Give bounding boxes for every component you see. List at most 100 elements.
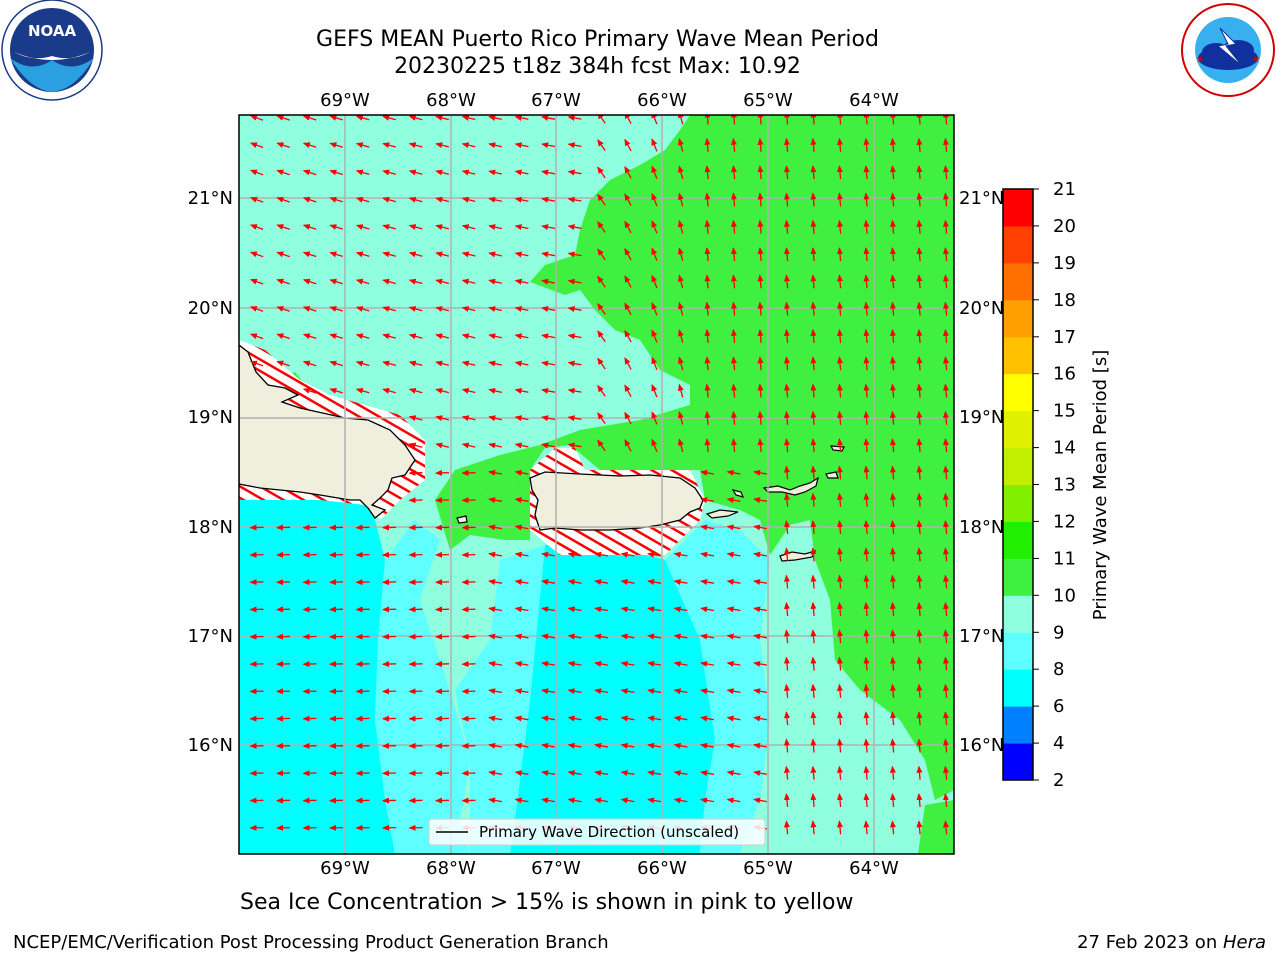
wave-arrow <box>594 770 609 777</box>
wave-arrow <box>355 278 370 285</box>
wave-arrow <box>488 387 502 394</box>
region-period-6-8-central <box>510 545 715 854</box>
wave-arrow <box>753 797 768 804</box>
wave-arrow <box>276 169 290 176</box>
wave-arrow <box>651 115 658 125</box>
wave-arrow <box>889 274 896 289</box>
wave-arrow <box>514 387 529 394</box>
nws-logo-icon: ★ ★ <box>1181 3 1275 97</box>
culebra-island <box>731 489 745 498</box>
wave-arrow <box>700 551 715 558</box>
wave-arrow <box>889 383 896 398</box>
lon-label-top-1: 68°W <box>426 90 476 111</box>
wave-arrow <box>651 383 658 398</box>
wave-arrow <box>408 196 423 203</box>
virgin-islands-2 <box>825 471 839 479</box>
wave-arrow <box>597 330 606 343</box>
wave-arrow <box>567 360 582 367</box>
wave-arrow <box>753 633 768 640</box>
wave-arrow <box>329 115 343 121</box>
wave-arrow <box>753 469 768 476</box>
wave-arrow <box>651 192 658 207</box>
wave-arrow <box>624 357 632 370</box>
wave-arrow <box>249 115 264 121</box>
wave-arrow <box>889 820 896 835</box>
colorbar-tick-label: 16 <box>1053 364 1076 385</box>
sea-ice-note: Sea Ice Concentration > 15% is shown in … <box>240 890 854 915</box>
wave-arrow <box>541 415 556 422</box>
lon-label-bottom-4: 65°W <box>743 858 793 879</box>
wave-arrow <box>704 192 711 207</box>
wave-arrow <box>863 165 870 180</box>
wave-arrow <box>916 520 923 535</box>
wave-arrow <box>757 247 764 262</box>
map-title: GEFS MEAN Puerto Rico Primary Wave Mean … <box>316 27 879 52</box>
wave-arrow <box>942 601 949 616</box>
wave-arrow <box>541 797 556 804</box>
wave-arrow <box>355 251 370 258</box>
wave-arrow <box>302 251 317 258</box>
wave-arrow <box>810 793 817 808</box>
wave-arrow <box>753 551 768 558</box>
wave-arrow <box>624 247 632 261</box>
wave-arrow <box>704 301 711 316</box>
colorbar-swatch <box>1003 669 1033 707</box>
wave-arrow <box>916 219 923 234</box>
wave-arrow <box>783 793 790 808</box>
wave-arrow <box>810 547 817 562</box>
wave-arrow <box>942 793 949 808</box>
colorbar-swatch <box>1003 189 1033 227</box>
wave-arrow <box>597 115 606 124</box>
wave-arrow <box>916 301 923 316</box>
wave-arrow <box>624 329 632 343</box>
wave-arrow <box>704 410 711 425</box>
footer-credit: NCEP/EMC/Verification Post Processing Pr… <box>13 932 609 953</box>
wave-arrow <box>757 115 764 125</box>
wave-arrow <box>836 356 843 371</box>
wave-arrow <box>757 438 764 453</box>
wave-arrow <box>647 660 662 667</box>
wave-arrow <box>488 797 503 804</box>
wave-arrow <box>889 738 896 753</box>
wave-arrow <box>916 820 923 835</box>
noaa-logo-icon: NOAA <box>1 0 103 101</box>
wave-arrow <box>704 165 711 180</box>
colorbar-swatch <box>1003 632 1033 670</box>
footer-date: 27 Feb 2023 on Hera <box>1077 932 1266 953</box>
wave-arrow <box>730 328 737 343</box>
wave-arrow <box>435 306 449 312</box>
wave-arrow <box>594 797 609 804</box>
wave-arrow <box>753 688 768 695</box>
wave-arrow <box>783 629 790 644</box>
wave-arrow <box>461 415 476 422</box>
lat-label-left-2: 19°N <box>188 407 233 428</box>
wave-arrow <box>700 742 715 749</box>
wave-arrow <box>726 770 741 777</box>
region-period-6-8-west <box>239 500 395 854</box>
virgin-islands-3 <box>829 445 845 452</box>
wave-arrow <box>651 329 658 343</box>
wave-arrow <box>863 711 870 726</box>
wave-arrow <box>783 492 790 507</box>
wave-arrow <box>620 660 635 667</box>
wave-arrow <box>942 247 949 262</box>
wave-arrow <box>647 688 662 695</box>
wave-arrow <box>916 629 923 644</box>
wave-arrow <box>673 606 688 613</box>
wave-arrow <box>249 196 264 203</box>
wave-arrow <box>647 770 662 777</box>
wave-arrow <box>514 742 529 749</box>
wave-arrow <box>700 660 715 667</box>
wave-arrow <box>514 715 529 722</box>
wave-arrow <box>916 115 923 125</box>
wave-arrow <box>916 274 923 289</box>
wave-arrow <box>435 196 449 203</box>
wave-arrow <box>514 196 529 203</box>
lat-label-left-4: 17°N <box>188 626 233 647</box>
wave-arrow <box>863 547 870 562</box>
wave-arrow <box>730 438 737 453</box>
wave-arrow <box>753 606 768 613</box>
wave-arrow <box>488 524 503 531</box>
wave-arrow <box>836 656 843 671</box>
